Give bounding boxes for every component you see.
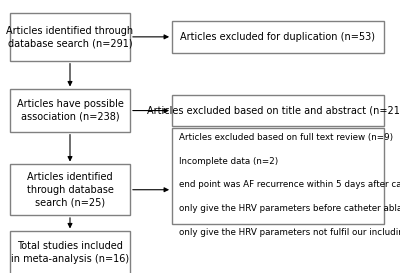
Text: Total studies included
in meta-analysis (n=16): Total studies included in meta-analysis … [11, 241, 129, 264]
FancyBboxPatch shape [172, 21, 384, 52]
Text: Articles excluded based on full text review (n=9)

Incomplete data (n=2)

end po: Articles excluded based on full text rev… [179, 133, 400, 237]
FancyBboxPatch shape [172, 95, 384, 126]
FancyBboxPatch shape [10, 90, 130, 132]
Text: Articles excluded based on title and abstract (n=213): Articles excluded based on title and abs… [147, 106, 400, 115]
FancyBboxPatch shape [10, 232, 130, 273]
Text: Articles have possible
association (n=238): Articles have possible association (n=23… [16, 99, 124, 122]
FancyBboxPatch shape [172, 128, 384, 224]
Text: Articles excluded for duplication (n=53): Articles excluded for duplication (n=53) [180, 32, 376, 42]
Text: Articles identified
through database
search (n=25): Articles identified through database sea… [26, 172, 114, 207]
Text: Articles identified through
database search (n=291): Articles identified through database sea… [6, 26, 134, 48]
FancyBboxPatch shape [10, 13, 130, 61]
FancyBboxPatch shape [10, 164, 130, 215]
